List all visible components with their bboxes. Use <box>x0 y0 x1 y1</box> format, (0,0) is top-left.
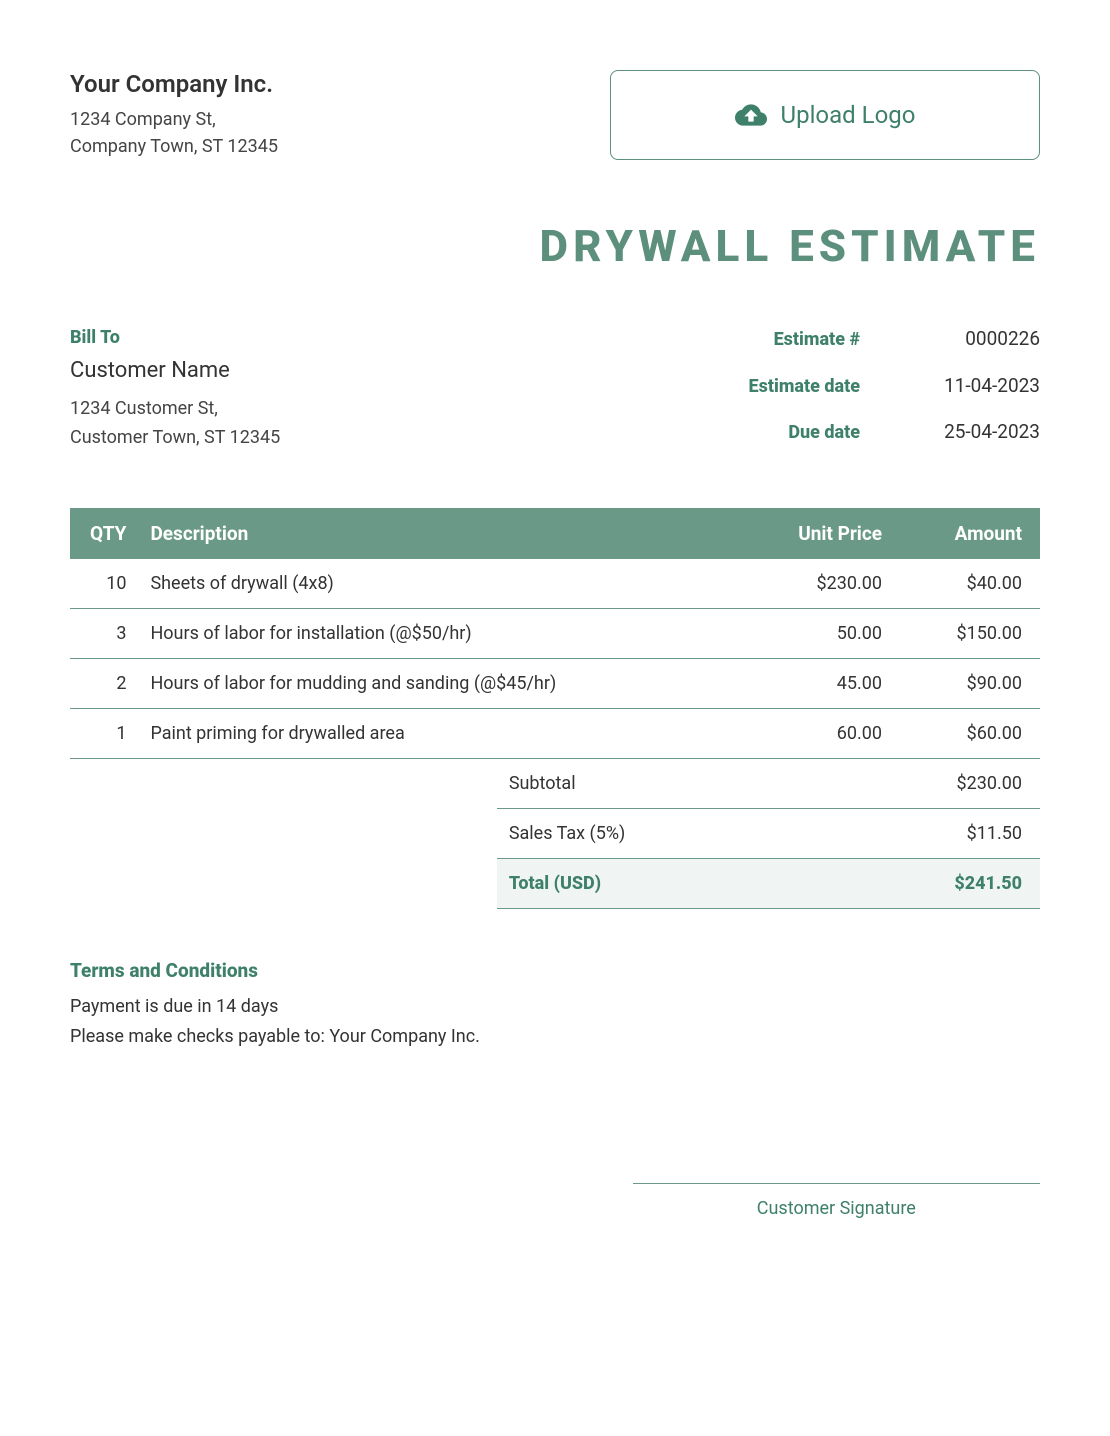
cell-qty: 3 <box>70 608 138 658</box>
total-row: Total (USD) $241.50 <box>497 859 1040 909</box>
cell-qty: 10 <box>70 559 138 609</box>
terms-line2: Please make checks payable to: Your Comp… <box>70 1022 1040 1053</box>
col-qty: QTY <box>70 508 138 559</box>
cell-amount: $40.00 <box>900 559 1040 609</box>
estimate-meta: Estimate # 0000226 Estimate date 11-04-2… <box>748 327 1040 453</box>
total-label: Total (USD) <box>509 873 601 894</box>
signature-label: Customer Signature <box>757 1198 916 1219</box>
table-row: 10 Sheets of drywall (4x8) $230.00 $40.0… <box>70 559 1040 609</box>
total-value: $241.50 <box>954 873 1022 894</box>
line-items-table: QTY Description Unit Price Amount 10 She… <box>70 508 1040 759</box>
cell-price: 50.00 <box>760 608 900 658</box>
estimate-number-value: 0000226 <box>920 327 1040 350</box>
company-info: Your Company Inc. 1234 Company St, Compa… <box>70 70 278 160</box>
customer-name: Customer Name <box>70 358 280 383</box>
table-row: 3 Hours of labor for installation (@$50/… <box>70 608 1040 658</box>
header: Your Company Inc. 1234 Company St, Compa… <box>70 70 1040 160</box>
terms-section: Terms and Conditions Payment is due in 1… <box>70 959 1040 1053</box>
due-date-value: 25-04-2023 <box>920 420 1040 443</box>
tax-row: Sales Tax (5%) $11.50 <box>497 809 1040 859</box>
signature-line: Customer Signature <box>633 1183 1040 1219</box>
cell-desc: Paint priming for drywalled area <box>138 708 760 758</box>
cell-qty: 2 <box>70 658 138 708</box>
cell-desc: Hours of labor for installation (@$50/hr… <box>138 608 760 658</box>
table-row: 2 Hours of labor for mudding and sanding… <box>70 658 1040 708</box>
col-description: Description <box>138 508 760 559</box>
estimate-date-label: Estimate date <box>748 376 860 397</box>
company-address-line2: Company Town, ST 12345 <box>70 133 278 160</box>
estimate-date-value: 11-04-2023 <box>920 374 1040 397</box>
cell-price: $230.00 <box>760 559 900 609</box>
company-name: Your Company Inc. <box>70 70 278 98</box>
cell-price: 60.00 <box>760 708 900 758</box>
tax-label: Sales Tax (5%) <box>509 823 625 844</box>
cell-amount: $90.00 <box>900 658 1040 708</box>
details-row: Bill To Customer Name 1234 Customer St, … <box>70 327 1040 453</box>
bill-to-section: Bill To Customer Name 1234 Customer St, … <box>70 327 280 453</box>
upload-logo-label: Upload Logo <box>781 101 916 129</box>
bill-to-heading: Bill To <box>70 327 280 348</box>
cell-qty: 1 <box>70 708 138 758</box>
tax-value: $11.50 <box>967 823 1022 844</box>
totals-section: Subtotal $230.00 Sales Tax (5%) $11.50 T… <box>497 759 1040 909</box>
subtotal-label: Subtotal <box>509 773 576 794</box>
table-row: 1 Paint priming for drywalled area 60.00… <box>70 708 1040 758</box>
subtotal-row: Subtotal $230.00 <box>497 759 1040 809</box>
cell-price: 45.00 <box>760 658 900 708</box>
cell-desc: Hours of labor for mudding and sanding (… <box>138 658 760 708</box>
subtotal-value: $230.00 <box>957 773 1022 794</box>
customer-address-line2: Customer Town, ST 12345 <box>70 424 280 453</box>
col-amount: Amount <box>900 508 1040 559</box>
company-address-line1: 1234 Company St, <box>70 106 278 133</box>
terms-heading: Terms and Conditions <box>70 959 1040 982</box>
estimate-number-label: Estimate # <box>748 329 860 350</box>
customer-address-line1: 1234 Customer St, <box>70 395 280 424</box>
cell-desc: Sheets of drywall (4x8) <box>138 559 760 609</box>
document-title: DRYWALL ESTIMATE <box>70 220 1040 272</box>
due-date-label: Due date <box>748 422 860 443</box>
cell-amount: $150.00 <box>900 608 1040 658</box>
cloud-upload-icon <box>735 101 767 129</box>
col-unit-price: Unit Price <box>760 508 900 559</box>
cell-amount: $60.00 <box>900 708 1040 758</box>
terms-line1: Payment is due in 14 days <box>70 992 1040 1023</box>
upload-logo-button[interactable]: Upload Logo <box>610 70 1040 160</box>
